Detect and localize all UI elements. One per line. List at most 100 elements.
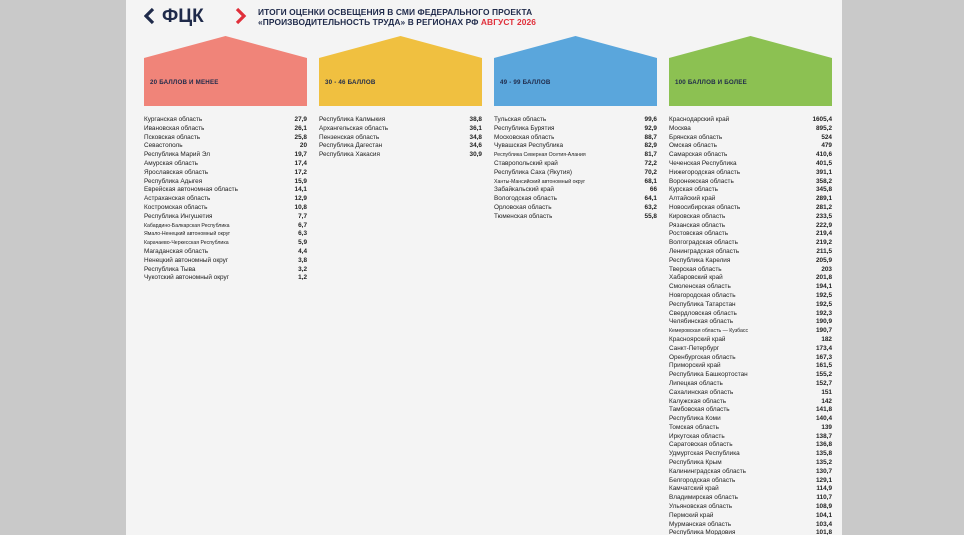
- region-name: Республика Бурятия: [494, 124, 555, 132]
- region-name: Оренбургская область: [669, 353, 736, 361]
- region-name: Астраханская область: [144, 195, 211, 203]
- region-score: 173,4: [816, 344, 832, 352]
- region-row: Ямало-Ненецкий автономный округ 6,3: [144, 230, 307, 239]
- region-name: Пензенская область: [319, 133, 380, 141]
- region-name: Камчатский край: [669, 485, 719, 493]
- region-list: Курганская область 27,9 Ивановская область…: [144, 116, 307, 283]
- region-name: Республика Ингушетия: [144, 212, 213, 220]
- group-label: 30 - 46 БАЛЛОВ: [325, 79, 376, 86]
- region-name: Ростовская область: [669, 230, 729, 238]
- region-row: Белгородская область 129,1: [669, 477, 832, 486]
- logo-text: ФЦК: [162, 6, 204, 26]
- region-row: Липецкая область 152,7: [669, 380, 832, 389]
- region-score: 63,2: [644, 203, 657, 211]
- region-score: 6,3: [298, 230, 307, 238]
- region-list: Краснодарский край 1605,4 Москва 895,2 Брянс…: [669, 116, 832, 535]
- region-name: Владимирская область: [669, 494, 738, 502]
- region-row: Тамбовская область 141,8: [669, 406, 832, 415]
- region-score: 10,8: [294, 203, 307, 211]
- region-score: 222,9: [816, 221, 832, 229]
- region-score: 64,1: [644, 195, 657, 203]
- region-row: Приморский край 161,5: [669, 362, 832, 371]
- region-name: Ярославская область: [144, 168, 209, 176]
- region-row: Краснодарский край 1605,4: [669, 116, 832, 125]
- region-score: 129,1: [816, 476, 832, 484]
- region-score: 27,9: [294, 116, 307, 123]
- region-score: 130,7: [816, 467, 832, 475]
- region-name: Магаданская область: [144, 247, 209, 255]
- region-name: Воронежская область: [669, 177, 734, 185]
- region-name: Карачаево-Черкесская Республика: [144, 240, 229, 247]
- region-row: Ставропольский край 72,2: [494, 160, 657, 169]
- region-row: Республика Дагестан 34,6: [319, 142, 482, 151]
- region-row: Республика Карелия 205,9: [669, 257, 832, 266]
- region-name: Рязанская область: [669, 221, 726, 229]
- region-name: Амурская область: [144, 159, 198, 167]
- group-label: 20 БАЛЛОВ И МЕНЕЕ: [150, 79, 219, 86]
- region-row: Астраханская область 12,9: [144, 195, 307, 204]
- region-row: Кировская область 233,5: [669, 213, 832, 222]
- region-score: 138,7: [816, 432, 832, 440]
- region-score: 895,2: [816, 124, 832, 132]
- region-name: Саратовская область: [669, 441, 733, 449]
- region-score: 17,2: [294, 168, 307, 176]
- region-row: Сахалинская область 151: [669, 389, 832, 398]
- region-score: 190,9: [816, 318, 832, 326]
- region-row: Воронежская область 358,2: [669, 178, 832, 187]
- house-shape: [494, 36, 657, 106]
- region-row: Республика Тыва 3,2: [144, 266, 307, 275]
- region-name: Чукотский автономный округ: [144, 274, 230, 282]
- region-name: Республика Коми: [669, 415, 721, 423]
- region-row: Пермский край 104,1: [669, 512, 832, 521]
- region-row: Алтайский край 289,1: [669, 195, 832, 204]
- region-name: Севастополь: [144, 142, 183, 150]
- region-name: Нижегородская область: [669, 168, 741, 176]
- region-row: Брянская область 524: [669, 134, 832, 143]
- region-name: Томская область: [669, 423, 719, 431]
- region-name: Республика Мордовия: [669, 529, 736, 535]
- region-name: Красноярский край: [669, 335, 726, 343]
- region-score: 68,1: [644, 177, 657, 185]
- region-score: 34,8: [469, 133, 482, 141]
- region-score: 17,4: [294, 159, 307, 167]
- region-name: Кировская область: [669, 212, 726, 220]
- region-name: Белгородская область: [669, 476, 736, 484]
- region-score: 203: [821, 265, 832, 273]
- region-score: 140,4: [816, 415, 832, 423]
- region-score: 194,1: [816, 283, 832, 291]
- region-score: 233,5: [816, 212, 832, 220]
- report-title: ИТОГИ ОЦЕНКИ ОСВЕЩЕНИЯ В СМИ ФЕДЕРАЛЬНОГ…: [258, 7, 536, 27]
- region-score: 30,9: [469, 151, 482, 159]
- region-name: Самарская область: [669, 151, 728, 159]
- region-name: Тамбовская область: [669, 406, 730, 414]
- region-name: Липецкая область: [669, 379, 723, 387]
- region-row: Тюменская область 55,8: [494, 213, 657, 222]
- house-shape: [319, 36, 482, 106]
- region-name: Республика Калмыкия: [319, 116, 386, 123]
- region-name: Ханты-Мансийский автономный округ: [494, 178, 586, 185]
- region-name: Санкт-Петербург: [669, 344, 720, 352]
- region-score: 55,8: [644, 212, 657, 220]
- region-row: Волгоградская область 219,2: [669, 239, 832, 248]
- region-row: Республика Башкортостан 155,2: [669, 371, 832, 380]
- region-row: Москва 895,2: [669, 125, 832, 134]
- region-row: Архангельская область 36,1: [319, 125, 482, 134]
- score-group-2: 30 - 46 БАЛЛОВ Республика Калмыкия 38,8 Арх…: [319, 36, 482, 160]
- region-score: 358,2: [816, 177, 832, 185]
- region-row: Ленинградская область 211,5: [669, 248, 832, 257]
- region-score: 110,7: [816, 494, 832, 502]
- region-score: 141,8: [816, 406, 832, 414]
- region-name: Московская область: [494, 133, 555, 141]
- region-name: Брянская область: [669, 133, 723, 141]
- region-row: Республика Мордовия 101,8: [669, 529, 832, 535]
- region-score: 3,2: [298, 265, 307, 273]
- region-row: Ростовская область 219,4: [669, 230, 832, 239]
- report-sheet: ФЦК ИТОГИ ОЦЕНКИ ОСВЕЩЕНИЯ В СМИ ФЕДЕРАЛ…: [126, 0, 842, 535]
- region-row: Камчатский край 114,9: [669, 485, 832, 494]
- region-score: 7,7: [298, 212, 307, 220]
- region-row: Курская область 345,8: [669, 186, 832, 195]
- region-name: Волгоградская область: [669, 239, 738, 247]
- region-score: 72,2: [644, 159, 657, 167]
- region-row: Республика Северная Осетия-Алания 81,7: [494, 151, 657, 160]
- region-row: Ханты-Мансийский автономный округ 68,1: [494, 178, 657, 187]
